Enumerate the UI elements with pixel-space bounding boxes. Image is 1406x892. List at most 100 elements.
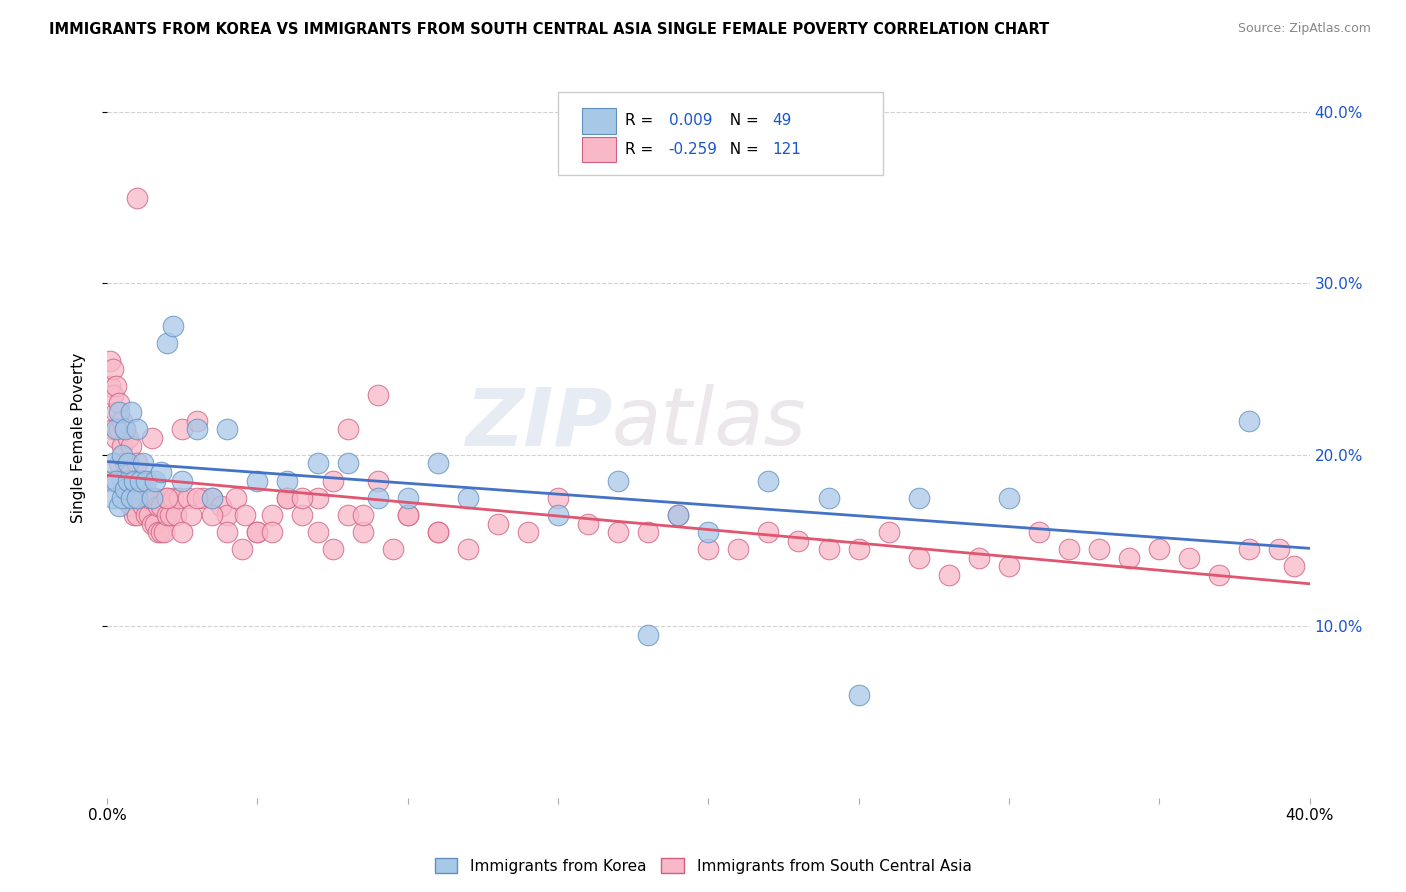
Point	[120, 405, 142, 419]
Point	[336, 422, 359, 436]
Point	[120, 439, 142, 453]
Point	[291, 508, 314, 522]
Point	[135, 474, 157, 488]
Point	[135, 508, 157, 522]
Point	[1028, 525, 1050, 540]
Point	[1239, 414, 1261, 428]
Point	[105, 474, 128, 488]
Point	[186, 422, 208, 436]
Point	[426, 525, 449, 540]
Point	[758, 525, 780, 540]
Point	[180, 508, 202, 522]
Point	[129, 474, 152, 488]
Point	[1147, 542, 1170, 557]
Point	[697, 525, 720, 540]
Point	[817, 491, 839, 505]
Point	[156, 508, 179, 522]
Point	[148, 500, 170, 514]
Point	[101, 422, 124, 436]
Point	[666, 508, 689, 522]
Point	[127, 491, 149, 505]
Y-axis label: Single Female Poverty: Single Female Poverty	[72, 352, 86, 523]
Point	[120, 474, 142, 488]
Point	[156, 491, 179, 505]
Point	[117, 457, 139, 471]
Point	[101, 362, 124, 376]
Point	[135, 491, 157, 505]
Point	[322, 474, 344, 488]
Point	[201, 491, 224, 505]
Point	[172, 525, 194, 540]
Point	[162, 491, 184, 505]
Point	[127, 190, 149, 204]
Point	[426, 525, 449, 540]
Point	[1208, 568, 1230, 582]
Point	[276, 491, 298, 505]
Point	[101, 388, 124, 402]
Point	[367, 474, 389, 488]
Point	[457, 542, 479, 557]
Text: 0.009: 0.009	[669, 113, 711, 128]
Point	[225, 491, 247, 505]
Point	[547, 491, 569, 505]
Point	[547, 508, 569, 522]
Point	[758, 474, 780, 488]
Point	[177, 491, 200, 505]
Point	[322, 542, 344, 557]
Point	[141, 491, 163, 505]
Point	[998, 559, 1021, 574]
Point	[108, 500, 131, 514]
Point	[246, 474, 269, 488]
Point	[1284, 559, 1306, 574]
Point	[336, 508, 359, 522]
Point	[167, 491, 190, 505]
Point	[352, 508, 374, 522]
Point	[817, 542, 839, 557]
Point	[98, 353, 121, 368]
Point	[156, 336, 179, 351]
Point	[426, 457, 449, 471]
Point	[246, 525, 269, 540]
Point	[132, 500, 155, 514]
Point	[907, 550, 929, 565]
Point	[235, 508, 257, 522]
Text: ZIP: ZIP	[465, 384, 612, 462]
Point	[396, 491, 419, 505]
Point	[150, 500, 173, 514]
Point	[276, 491, 298, 505]
Text: N =: N =	[720, 142, 763, 157]
Point	[367, 491, 389, 505]
Point	[141, 431, 163, 445]
Point	[217, 525, 239, 540]
Point	[111, 439, 134, 453]
Point	[122, 474, 145, 488]
Point	[114, 422, 136, 436]
Text: atlas: atlas	[612, 384, 807, 462]
Text: R =: R =	[626, 142, 658, 157]
Point	[201, 508, 224, 522]
Point	[114, 482, 136, 496]
Point	[111, 491, 134, 505]
Point	[193, 491, 215, 505]
Point	[787, 533, 810, 548]
Text: N =: N =	[720, 113, 763, 128]
Point	[127, 422, 149, 436]
Point	[516, 525, 538, 540]
Point	[307, 457, 329, 471]
Point	[1178, 550, 1201, 565]
Point	[848, 688, 870, 702]
Text: -0.259: -0.259	[669, 142, 717, 157]
Point	[105, 431, 128, 445]
Point	[1088, 542, 1111, 557]
FancyBboxPatch shape	[582, 108, 616, 134]
Point	[877, 525, 900, 540]
FancyBboxPatch shape	[582, 136, 616, 162]
Point	[138, 508, 160, 522]
Point	[307, 491, 329, 505]
Point	[98, 379, 121, 393]
Text: R =: R =	[626, 113, 658, 128]
Point	[114, 457, 136, 471]
Point	[122, 474, 145, 488]
Point	[141, 516, 163, 531]
Point	[217, 422, 239, 436]
